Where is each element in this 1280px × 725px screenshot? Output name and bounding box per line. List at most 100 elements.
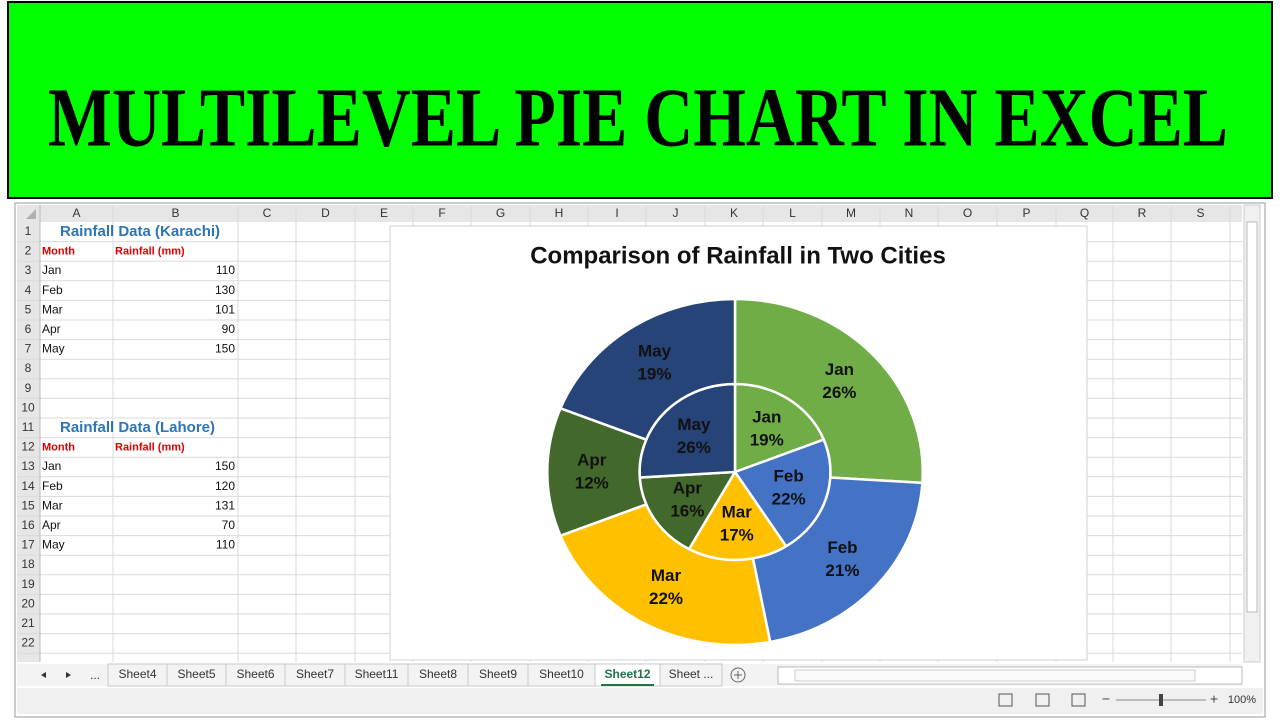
row-number: 1 xyxy=(25,224,32,238)
cell-number[interactable]: 150 xyxy=(215,342,235,356)
slice-percent: 12% xyxy=(575,473,609,492)
cell-text[interactable]: Mar xyxy=(42,498,63,512)
tab-label: Sheet12 xyxy=(604,667,650,681)
row-number: 16 xyxy=(21,518,35,532)
slice-category: Apr xyxy=(577,450,607,469)
tab-label: Sheet ... xyxy=(669,667,714,681)
tab-prev[interactable] xyxy=(41,672,46,678)
slice-category: Feb xyxy=(774,467,804,486)
tab-label: Sheet10 xyxy=(539,667,584,681)
pie-slice[interactable] xyxy=(558,502,772,647)
column-letter[interactable]: B xyxy=(171,206,179,220)
zoom-in[interactable]: + xyxy=(1210,691,1218,707)
cell-number[interactable]: 131 xyxy=(215,498,235,512)
slice-category: May xyxy=(638,341,672,360)
page-break-view[interactable] xyxy=(1071,693,1086,707)
tab-next[interactable] xyxy=(66,672,71,678)
add-sheet-icon xyxy=(734,671,742,679)
slice-percent: 19% xyxy=(750,430,784,449)
pie-slice[interactable] xyxy=(733,297,924,485)
sheet-tab[interactable] xyxy=(659,663,723,687)
table-title: Rainfall Data (Lahore) xyxy=(60,419,215,436)
row-number: 8 xyxy=(25,361,32,375)
cell-number[interactable]: 120 xyxy=(215,479,235,493)
row-number: 4 xyxy=(25,283,32,297)
cell-number[interactable]: 110 xyxy=(216,538,235,552)
slice-category: Jan xyxy=(752,407,781,426)
tab-overflow[interactable]: ... xyxy=(90,668,100,682)
column-letter[interactable]: F xyxy=(438,206,445,220)
scroll-thumb[interactable] xyxy=(1246,221,1258,613)
zoom-level[interactable]: 100% xyxy=(1228,694,1256,706)
zoom-out[interactable]: − xyxy=(1102,691,1110,707)
cell-number[interactable]: 70 xyxy=(222,518,236,532)
slice-category: Feb xyxy=(827,538,857,557)
h-scroll-thumb[interactable] xyxy=(794,669,1196,682)
cell-text[interactable]: Feb xyxy=(42,479,63,493)
column-letter[interactable]: D xyxy=(321,206,330,220)
normal-view[interactable] xyxy=(998,693,1013,707)
column-letter[interactable]: H xyxy=(555,206,564,220)
add-sheet[interactable] xyxy=(730,667,746,683)
cell-number[interactable]: 150 xyxy=(215,459,235,473)
cell-number[interactable]: 130 xyxy=(215,283,235,297)
cell-text[interactable]: Feb xyxy=(42,283,63,297)
tab-label: Sheet9 xyxy=(479,667,517,681)
column-letter[interactable]: S xyxy=(1196,206,1204,220)
column-letter[interactable]: M xyxy=(846,206,856,220)
column-letter[interactable]: G xyxy=(496,206,505,220)
cell-text[interactable]: Jan xyxy=(42,459,61,473)
page-layout-view[interactable] xyxy=(1035,693,1050,707)
cell-number[interactable]: 101 xyxy=(215,302,235,316)
tab-label: Sheet5 xyxy=(177,667,215,681)
column-letter[interactable]: L xyxy=(789,206,796,220)
select-all[interactable] xyxy=(26,209,36,219)
column-letter[interactable]: E xyxy=(380,206,388,220)
column-letter[interactable]: Q xyxy=(1080,206,1089,220)
row-number: 22 xyxy=(21,636,35,650)
row-number: 14 xyxy=(21,479,35,493)
row-number: 21 xyxy=(21,616,35,630)
pie-slice[interactable] xyxy=(558,297,737,442)
slice-category: May xyxy=(677,415,711,434)
pie-slice[interactable] xyxy=(751,476,924,644)
banner xyxy=(7,1,1273,199)
column-header-bar xyxy=(17,205,1242,222)
row-number: 6 xyxy=(25,322,32,336)
table-header: Rainfall (mm) xyxy=(115,441,185,453)
table-header: Month xyxy=(42,441,75,453)
cell-number[interactable]: 90 xyxy=(222,322,236,336)
cell-text[interactable]: Jan xyxy=(42,263,61,277)
column-letter[interactable]: N xyxy=(905,206,914,220)
slice-category: Apr xyxy=(673,478,703,497)
row-number: 10 xyxy=(21,400,35,414)
zoom-thumb[interactable] xyxy=(1159,694,1163,706)
cell-text[interactable]: May xyxy=(42,342,65,356)
tab-label: Sheet4 xyxy=(118,667,156,681)
column-letter[interactable]: J xyxy=(673,206,679,220)
row-number: 9 xyxy=(25,381,32,395)
chart-title: Comparison of Rainfall in Two Cities xyxy=(530,242,946,269)
slice-category: Mar xyxy=(722,502,753,521)
row-number: 17 xyxy=(21,538,35,552)
tab-label: Sheet11 xyxy=(355,667,399,681)
cell-text[interactable]: May xyxy=(42,538,65,552)
column-letter[interactable]: O xyxy=(963,206,972,220)
column-letter[interactable]: A xyxy=(72,206,80,220)
row-number: 3 xyxy=(25,263,32,277)
column-letter[interactable]: R xyxy=(1138,206,1147,220)
tab-label: Sheet6 xyxy=(236,667,274,681)
slice-percent: 21% xyxy=(825,561,859,580)
cell-text[interactable]: Apr xyxy=(42,322,61,336)
column-letter[interactable]: I xyxy=(615,206,618,220)
column-letter[interactable]: K xyxy=(730,206,738,220)
cell-number[interactable]: 110 xyxy=(216,263,235,277)
column-letter[interactable]: C xyxy=(263,206,272,220)
cell-text[interactable]: Mar xyxy=(42,302,63,316)
pie: Jan 19% Feb 22% Mar 17% Apr 16% May 26% Jan 26% Feb 2… xyxy=(546,297,924,647)
cell-text[interactable]: Apr xyxy=(42,518,61,532)
column-letter[interactable]: P xyxy=(1022,206,1030,220)
row-number: 18 xyxy=(21,557,35,571)
